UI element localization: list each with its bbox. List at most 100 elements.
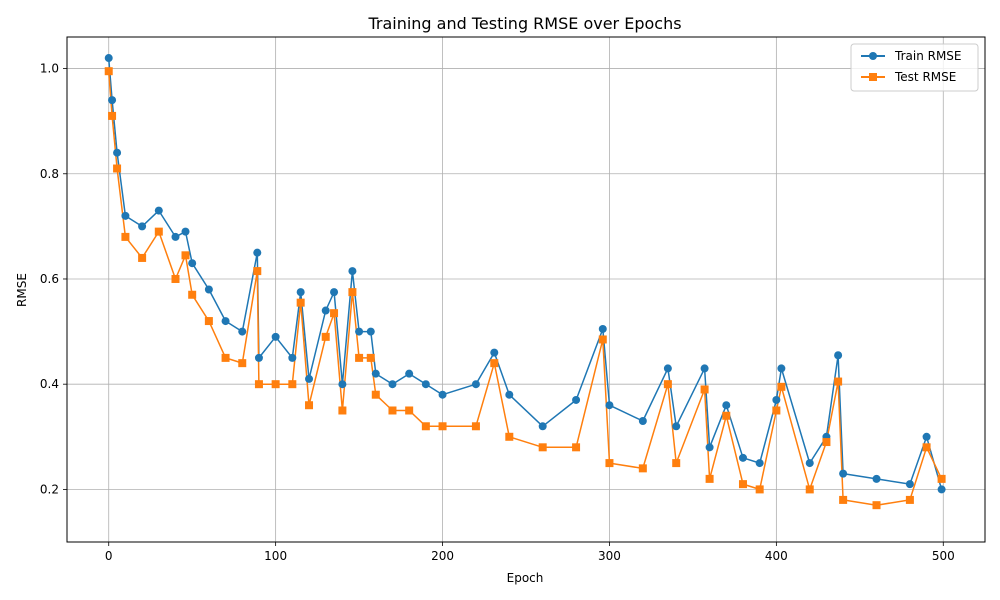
train-rmse-point [722, 401, 731, 410]
test-rmse-point [253, 267, 262, 276]
test-rmse-point [638, 464, 647, 473]
test-rmse-point [755, 485, 764, 494]
plot-frame [66, 36, 986, 543]
train-rmse-point [672, 422, 681, 431]
test-rmse-point [204, 317, 213, 326]
y-tick-label: 0.6 [40, 272, 59, 286]
test-rmse-point [705, 474, 714, 483]
test-rmse-point [905, 495, 914, 504]
train-rmse-point [104, 54, 113, 63]
train-rmse-line [107, 57, 943, 490]
train-rmse-point [338, 380, 347, 389]
train-rmse-point [204, 285, 213, 294]
train-rmse-point [772, 395, 781, 404]
test-rmse-point [388, 406, 397, 415]
train-rmse-point [305, 374, 314, 383]
x-axis-label: Epoch [507, 571, 544, 585]
train-rmse-point [348, 267, 357, 276]
test-rmse-point [221, 353, 230, 362]
test-rmse-point [834, 377, 843, 386]
train-rmse-point [777, 364, 786, 373]
legend-test-label: Test RMSE [894, 70, 956, 84]
train-rmse-point [700, 364, 709, 373]
test-rmse-point [104, 67, 113, 76]
train-rmse-point [221, 317, 230, 326]
test-rmse-point [254, 380, 263, 389]
test-rmse-point [238, 359, 247, 368]
train-rmse-point [171, 232, 180, 241]
train-rmse-point [872, 474, 881, 483]
train-rmse-point [538, 422, 547, 431]
train-rmse-point [296, 288, 305, 297]
test-rmse-line [107, 71, 943, 506]
train-rmse-point [905, 480, 914, 489]
test-rmse-point [471, 422, 480, 431]
train-rmse-point [181, 227, 190, 236]
test-rmse-point [366, 353, 375, 362]
train-rmse-point [572, 395, 581, 404]
train-rmse-point [438, 390, 447, 399]
train-rmse-point [405, 369, 414, 378]
train-rmse-point [271, 332, 280, 341]
train-rmse-point [188, 259, 197, 268]
y-tick-label: 1.0 [40, 62, 59, 76]
test-rmse-point [598, 335, 607, 344]
y-tick-label: 0.4 [40, 377, 59, 391]
test-rmse-point [271, 380, 280, 389]
legend: Train RMSE Test RMSE [850, 43, 979, 92]
train-rmse-point [138, 222, 147, 231]
train-rmse-point [113, 148, 122, 157]
test-rmse-point [722, 411, 731, 420]
legend-train-label: Train RMSE [894, 49, 962, 63]
test-rmse-point [330, 309, 339, 318]
test-rmse-point [839, 495, 848, 504]
train-rmse-point [253, 248, 262, 257]
train-rmse-point [705, 443, 714, 452]
test-rmse-point [663, 380, 672, 389]
test-rmse-point [438, 422, 447, 431]
test-rmse-point [490, 359, 499, 368]
test-rmse-point [572, 443, 581, 452]
test-rmse-point [772, 406, 781, 415]
train-rmse-point [834, 351, 843, 360]
train-rmse-point [738, 453, 747, 462]
legend-train-marker [869, 52, 877, 60]
x-tick-label: 200 [431, 549, 454, 563]
test-rmse-point [154, 227, 163, 236]
test-rmse-point [288, 380, 297, 389]
train-rmse-point [663, 364, 672, 373]
y-ticks: 0.2 0.4 0.6 0.8 1.0 [40, 62, 67, 496]
train-rmse-point [254, 353, 263, 362]
train-rmse-point [755, 459, 764, 468]
test-rmse-point [937, 474, 946, 483]
y-tick-label: 0.2 [40, 482, 59, 496]
series-markers [104, 54, 946, 510]
x-tick-label: 300 [598, 549, 621, 563]
test-rmse-point [922, 443, 931, 452]
train-rmse-point [490, 348, 499, 357]
legend-test-marker [869, 73, 877, 81]
test-rmse-point [700, 385, 709, 394]
test-rmse-point [348, 288, 357, 297]
train-rmse-point [288, 353, 297, 362]
test-rmse-point [371, 390, 380, 399]
grid [67, 37, 985, 542]
x-tick-label: 100 [264, 549, 287, 563]
train-rmse-point [839, 469, 848, 478]
test-rmse-point [355, 353, 364, 362]
test-rmse-point [538, 443, 547, 452]
train-rmse-point [154, 206, 163, 215]
train-rmse-point [330, 288, 339, 297]
test-rmse-point [121, 232, 130, 241]
train-rmse-point [108, 96, 117, 105]
train-rmse-point [638, 417, 647, 426]
train-rmse-point [598, 324, 607, 333]
test-rmse-point [872, 501, 881, 510]
train-rmse-point [366, 327, 375, 336]
x-tick-label: 0 [105, 549, 113, 563]
train-rmse-point [388, 380, 397, 389]
x-tick-label: 400 [765, 549, 788, 563]
test-rmse-point [822, 438, 831, 447]
test-rmse-point [138, 253, 147, 262]
